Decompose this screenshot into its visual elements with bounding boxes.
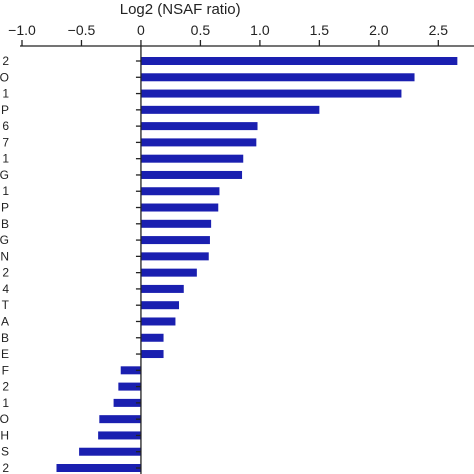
category-label: P [1,103,9,117]
bar [140,203,219,212]
bar [140,236,210,245]
category-label: O [0,412,9,426]
category-label: G [0,233,9,247]
bar [140,350,164,359]
bar [140,187,220,196]
category-label: T [2,298,10,312]
x-tick-label: 2.5 [429,22,449,38]
bar [140,252,209,261]
category-label: 2 [2,266,9,280]
category-label: 4 [2,282,9,296]
category-label: 1 [2,396,9,410]
category-label: 2 [2,461,9,474]
bar [140,105,320,114]
x-tick-label: 0 [137,22,145,38]
bar [140,73,415,82]
x-ticks [21,40,439,46]
x-tick-label: −0.5 [68,22,96,38]
x-tick-label: 0.5 [191,22,211,38]
bars [56,57,458,472]
bar [118,382,141,391]
category-label: 6 [2,119,9,133]
category-label: S [1,445,9,459]
category-label: F [2,363,9,377]
bar [79,447,141,456]
category-label: H [0,428,9,442]
category-label: N [0,249,9,263]
bar [99,415,141,424]
bar [140,170,243,179]
x-tick-labels: −1.0 −0.5 0 0.5 1.0 1.5 2.0 2.5 [8,22,448,38]
category-label: P [1,201,9,215]
category-label: 1 [2,87,9,101]
x-tick-label: 2.0 [369,22,389,38]
bar [140,122,258,131]
bar [113,398,141,407]
category-label: 1 [2,152,9,166]
category-label: 1 [2,184,9,198]
category-label: B [1,331,9,345]
bar [98,431,141,440]
x-axis-title: Log2 (NSAF ratio) [120,1,241,18]
bar [140,284,184,293]
x-tick-label: −1.0 [8,22,36,38]
category-label: 7 [2,135,9,149]
bar [140,154,244,163]
bar [140,89,402,98]
bar [140,317,176,326]
bar [140,57,458,65]
bar [140,333,164,342]
x-tick-label: 1.0 [250,22,270,38]
category-ticks [135,60,141,469]
category-label: A [1,314,9,328]
category-label: G [0,168,9,182]
bar [140,301,180,310]
x-tick-label: 1.5 [310,22,330,38]
category-label: E [1,347,9,361]
bar [120,366,141,375]
category-label: 2 [2,54,9,68]
category-label: B [1,217,9,231]
bar [56,464,141,472]
bar [140,219,212,228]
bar [140,268,197,277]
category-label: O [0,70,9,84]
bar [140,138,257,147]
category-label: 2 [2,380,9,394]
